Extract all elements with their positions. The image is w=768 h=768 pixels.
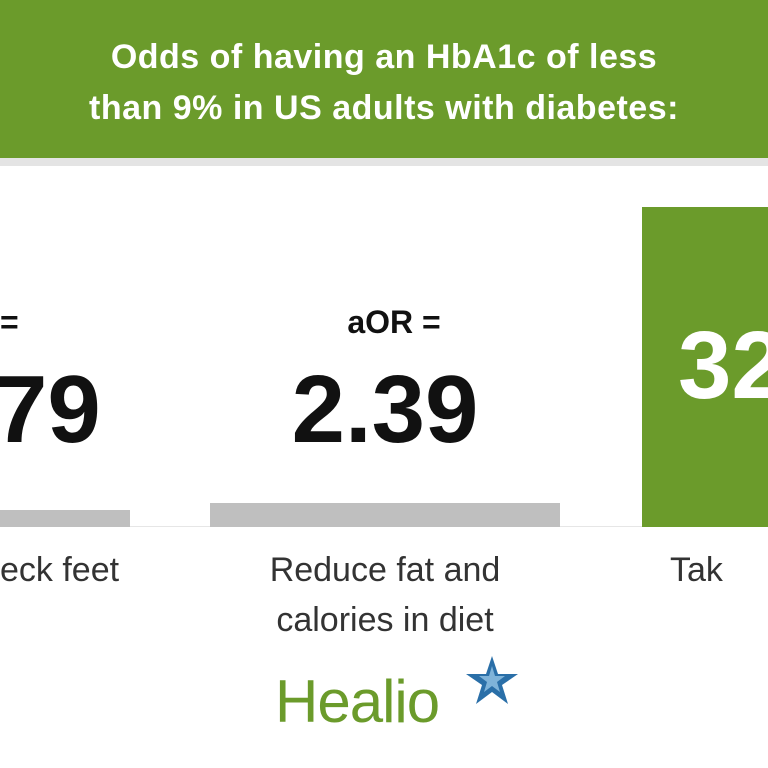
logo-icon [466,656,518,704]
bar [210,503,560,527]
bar [0,510,130,527]
caption: calories in diet [276,601,494,639]
title: than 9% in US adults with diabetes: [89,89,679,127]
value: 32 [678,312,768,419]
value: 79 [0,356,101,463]
logo-text: Healio [275,668,440,735]
header [0,0,768,158]
caption: Reduce fat and [269,551,501,589]
bar [642,207,768,527]
caption: Tak [670,551,723,589]
title: Odds of having an HbA1c of less [110,38,658,76]
divider [0,158,768,166]
value: 2.39 [291,356,479,463]
label: aOR = [347,304,441,340]
caption: eck feet [0,551,120,589]
logo-star-inner [479,666,505,692]
label: = [0,304,19,340]
